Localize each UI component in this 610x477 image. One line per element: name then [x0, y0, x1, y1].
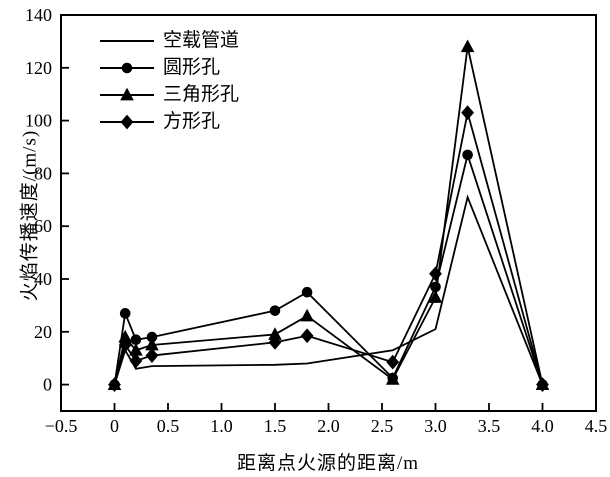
triangle-marker-icon [385, 372, 400, 385]
series-3 [108, 105, 549, 392]
x-tick-label: 2.0 [317, 416, 340, 436]
legend-label: 方形孔 [163, 111, 221, 132]
y-tick-label: 100 [25, 111, 52, 131]
x-tick-label: 4.5 [585, 416, 608, 436]
y-axis-title: 火焰传播速度/(m/s) [19, 129, 41, 302]
y-tick-label: 140 [25, 5, 52, 25]
legend-label: 三角形孔 [163, 84, 240, 105]
diamond-marker-icon [300, 328, 314, 344]
x-tick-label: 3.5 [478, 416, 501, 436]
diamond-marker-icon [118, 337, 132, 353]
series-line [113, 112, 544, 385]
y-tick-label: 0 [43, 375, 52, 395]
diamond-marker-icon [129, 353, 143, 369]
x-tick-label: 2.5 [371, 416, 394, 436]
circle-marker-icon [119, 308, 131, 319]
diamond-marker-icon [145, 348, 159, 363]
circle-marker-icon [462, 149, 473, 161]
x-axis-title: 距离点火源的距离/m [236, 453, 420, 474]
circle-marker-icon [130, 334, 142, 346]
triangle-marker-icon [268, 327, 282, 340]
triangle-marker-icon [129, 343, 143, 356]
y-axis: 0 20 40 60 80 100 120 140 [25, 5, 69, 395]
series-0 [113, 194, 544, 385]
series-line [113, 151, 544, 385]
diamond-marker-icon [461, 105, 474, 121]
circle-marker-icon [430, 281, 441, 293]
triangle-marker-icon [120, 87, 134, 100]
x-tick-label: 0.5 [157, 416, 180, 436]
legend-label: 空载管道 [163, 30, 240, 51]
circle-marker-icon [269, 305, 281, 316]
diamond-marker-icon [108, 377, 121, 392]
triangle-marker-icon [145, 337, 159, 351]
triangle-marker-icon [300, 308, 314, 322]
y-tick-label: 40 [34, 269, 52, 289]
legend-item-empty-pipe: 空载管道 [100, 27, 239, 54]
legend-item-circle-hole: 圆形孔 [100, 54, 239, 81]
legend-item-square-hole: 方形孔 [100, 108, 239, 135]
circle-marker-icon [146, 331, 158, 343]
legend-label: 圆形孔 [163, 57, 221, 78]
x-tick-label: 4.0 [531, 416, 554, 436]
triangle-marker-icon [100, 87, 154, 100]
circle-marker-icon [121, 62, 133, 73]
triangle-marker-icon [460, 39, 475, 53]
legend-item-triangle-hole: 三角形孔 [100, 81, 239, 108]
diamond-marker-icon [100, 114, 154, 129]
x-tick-label: 0 [110, 416, 119, 436]
x-tick-label: −0.5 [45, 416, 78, 436]
legend: 空载管道 圆形孔 三角形孔 方形孔 [100, 27, 239, 135]
empty-pipe-line-icon [100, 39, 154, 42]
circle-marker-icon [100, 62, 154, 73]
triangle-marker-icon [428, 290, 443, 303]
y-tick-label: 20 [34, 322, 52, 342]
y-tick-label: 120 [25, 58, 52, 78]
x-tick-label: 3.0 [424, 416, 447, 436]
circle-marker-icon [301, 286, 313, 298]
diamond-marker-icon [120, 114, 134, 129]
diamond-marker-icon [386, 354, 400, 370]
y-tick-label: 80 [34, 163, 52, 183]
x-tick-label: 1.0 [210, 416, 233, 436]
diamond-marker-icon [268, 334, 282, 350]
series-line [113, 46, 544, 385]
x-tick-label: 1.5 [264, 416, 287, 436]
triangle-marker-icon [118, 329, 132, 343]
y-tick-label: 60 [34, 216, 52, 236]
diamond-marker-icon [536, 377, 549, 392]
diamond-marker-icon [429, 266, 442, 282]
x-axis: −0.5 0 0.5 1.0 1.5 2.0 2.5 3.0 3.5 4.0 4.5 [45, 403, 608, 436]
series-line [113, 194, 544, 385]
